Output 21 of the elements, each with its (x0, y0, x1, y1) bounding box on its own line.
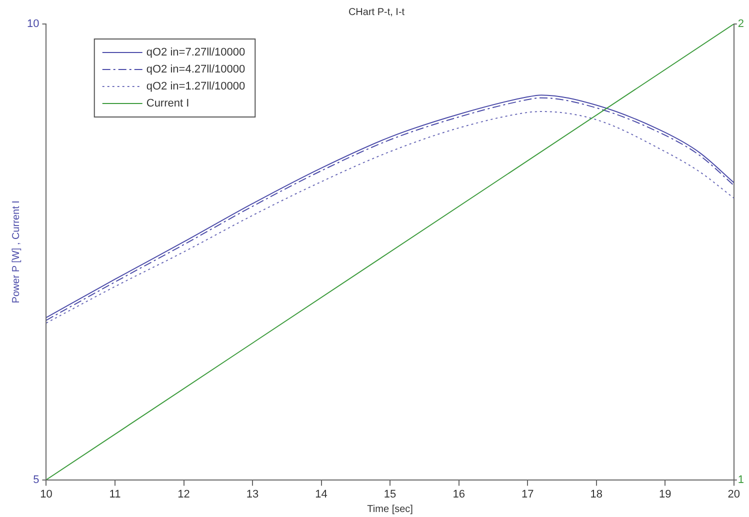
chart-title: CHart P-t, I-t (348, 6, 405, 18)
legend-label: qO2 in=1.27ll/10000 (146, 80, 246, 93)
x-tick-label: 18 (590, 488, 602, 500)
x-tick-label: 14 (315, 488, 328, 500)
x-axis-title: Time [sec] (367, 504, 414, 515)
y-tick-label: 5 (33, 474, 40, 486)
x-tick-label: 15 (384, 488, 396, 500)
y2-tick-label: 2 (738, 18, 744, 30)
x-tick-label: 16 (452, 488, 465, 500)
y-axis-title: Power P [W] , Current I (10, 200, 22, 304)
x-tick-label: 20 (728, 488, 740, 500)
legend-label: Current I (146, 98, 190, 110)
y2-tick-label: 1 (738, 474, 744, 486)
x-tick-label: 12 (178, 488, 190, 500)
x-tick-label: 17 (521, 488, 534, 500)
x-tick-label: 19 (658, 488, 672, 500)
x-tick-label: 13 (246, 488, 259, 500)
x-tick-label: 11 (109, 488, 121, 500)
x-tick-label: 10 (40, 488, 52, 500)
legend-label: qO2 in=4.27ll/10000 (146, 64, 246, 76)
legend-label: qO2 in=7.27ll/10000 (146, 46, 246, 59)
